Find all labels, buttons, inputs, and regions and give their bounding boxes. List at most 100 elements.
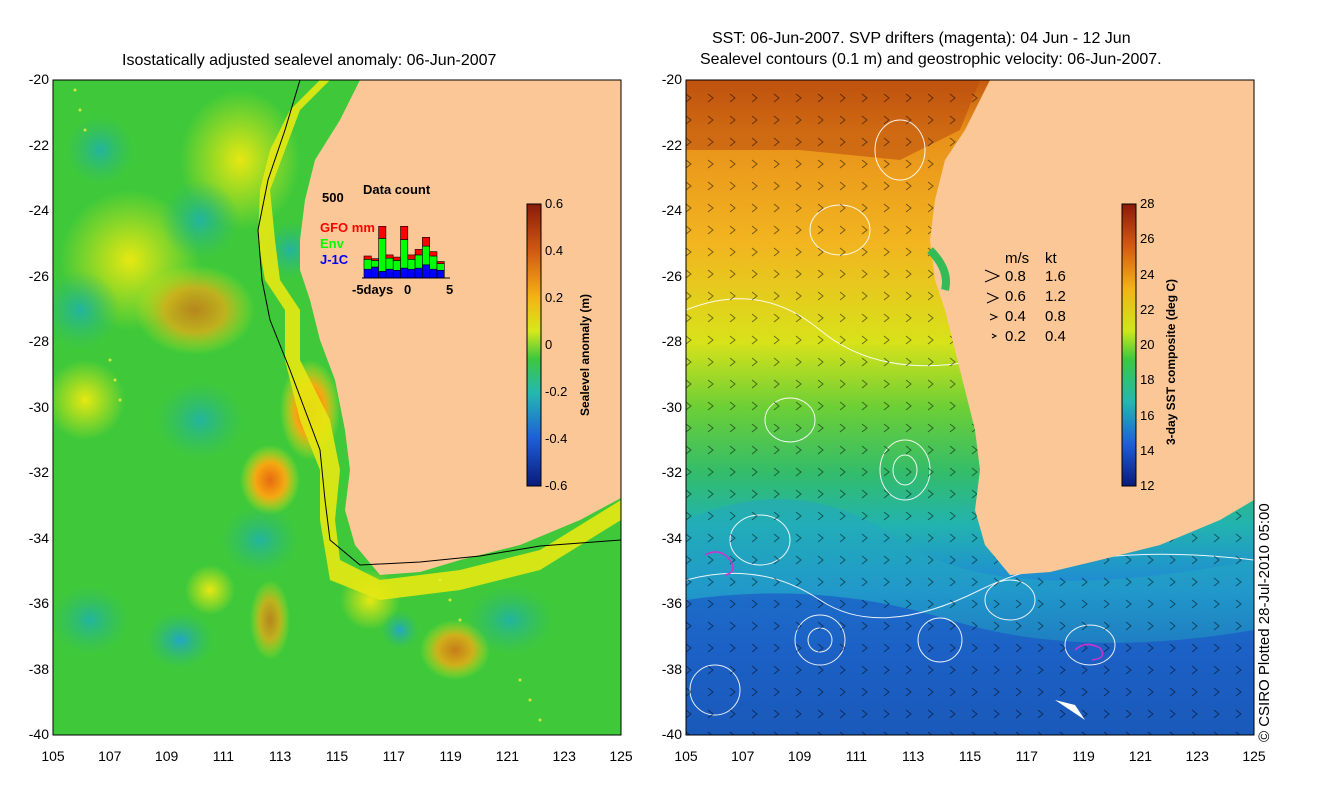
velocity-legend-ms-value: 0.4 — [1005, 308, 1026, 325]
velocity-legend-arrows — [984, 269, 1001, 339]
inset-bar-env — [370, 260, 379, 268]
colorbar-tick-label: 26 — [1140, 231, 1155, 247]
inset-legend-gfo-mm: GFO mm — [320, 220, 375, 235]
colorbar-tick-label: -0.2 — [545, 384, 568, 399]
australia-land-left — [300, 80, 621, 575]
inset-x-label: 5 — [446, 282, 454, 297]
y-tick-label: -30 — [661, 398, 682, 415]
y-tick-label: -32 — [28, 464, 49, 480]
x-tick-label: 109 — [787, 748, 812, 764]
inset-bar-gfo — [378, 225, 387, 239]
velocity-legend-ms-value: 0.6 — [1005, 288, 1026, 305]
inset-bar-env — [400, 239, 409, 269]
velocity-legend-kt-value: 1.6 — [1045, 268, 1066, 285]
credit-text: © CSIRO Plotted 28-Jul-2010 05:00 — [1256, 503, 1273, 742]
x-tick-label: 107 — [731, 748, 755, 764]
inset-bar-env — [385, 257, 394, 270]
y-tick-label: -38 — [661, 660, 682, 677]
colorbar-tick-label: 22 — [1140, 301, 1155, 317]
x-tick-label: 105 — [674, 748, 698, 764]
sealevel-colorbar — [526, 203, 542, 487]
inset-bar-gfo — [385, 254, 394, 259]
x-tick-label: 117 — [382, 748, 405, 764]
inset-legend-j-1c: J-1C — [320, 252, 349, 267]
sst-field — [686, 80, 1254, 735]
inset-bar-env — [422, 245, 431, 266]
y-tick-label: -22 — [28, 136, 49, 153]
velocity-legend-kt-value: 1.2 — [1045, 288, 1066, 305]
y-tick-label: -36 — [28, 595, 49, 611]
x-tick-label: 117 — [1015, 748, 1038, 764]
x-tick-label: 119 — [439, 748, 462, 764]
y-tick-label: -34 — [661, 529, 682, 546]
left-panel-title: Isostatically adjusted sealevel anomaly:… — [122, 52, 497, 69]
y-tick-label: -22 — [661, 136, 682, 153]
x-tick-label: 111 — [845, 748, 868, 764]
x-tick-label: 109 — [154, 748, 179, 764]
velocity-legend-ms-header: m/s — [1005, 250, 1030, 267]
colorbar-tick-label: 0.6 — [545, 196, 564, 211]
inset-bar-env — [363, 259, 372, 270]
y-tick-label: -28 — [661, 333, 682, 349]
inset-bar-gfo — [407, 254, 416, 260]
y-tick-label: -30 — [28, 398, 49, 415]
velocity-legend-kt-value: 0.8 — [1045, 308, 1066, 325]
y-tick-label: -24 — [661, 202, 682, 218]
colorbar-tick-label: 0 — [545, 337, 553, 352]
x-tick-label: 121 — [495, 748, 520, 764]
velocity-legend-ms-value: 0.2 — [1005, 328, 1026, 345]
colorbar-tick-label: 16 — [1140, 407, 1155, 423]
y-tick-label: -20 — [28, 71, 49, 87]
y-tick-label: -28 — [28, 333, 49, 349]
y-tick-label: -36 — [661, 595, 682, 611]
y-tick-label: -20 — [661, 71, 682, 87]
colorbar-tick-label: 20 — [1140, 337, 1155, 352]
colorbar-tick-label: 14 — [1140, 442, 1155, 458]
sst-colorbar — [1121, 203, 1137, 487]
inset-bar-env — [407, 259, 416, 270]
inset-bar-env — [392, 260, 401, 271]
sst-colorbar-label: 3-day SST composite (deg C) — [1164, 278, 1178, 445]
x-tick-label: 113 — [902, 748, 925, 764]
inset-x-label: 0 — [404, 282, 412, 297]
inset-bar-gfo — [414, 249, 423, 256]
inset-bar-gfo — [422, 236, 431, 247]
inset-bar-env — [378, 238, 387, 272]
inset-bar-j1c — [422, 264, 431, 279]
inset-bar-j1c — [400, 267, 409, 279]
x-tick-label: 125 — [1242, 748, 1266, 764]
inset-bar-env — [429, 255, 438, 270]
velocity-legend-kt-value: 0.4 — [1045, 328, 1066, 345]
inset-bar-j1c — [363, 268, 372, 279]
y-tick-label: -38 — [28, 660, 49, 677]
colorbar-tick-label: 12 — [1140, 478, 1155, 493]
x-tick-label: 119 — [1072, 748, 1095, 764]
inset-bar-env — [414, 254, 423, 269]
data-count-inset: Data count 500 GFO mm Env J-1C -5days 0 5 — [318, 182, 458, 302]
x-tick-label: 107 — [98, 748, 122, 764]
inset-bars — [362, 225, 450, 279]
velocity-legend-ms-value: 0.8 — [1005, 268, 1026, 285]
x-tick-label: 123 — [552, 748, 576, 764]
inset-bar-j1c — [407, 268, 416, 279]
right-panel-title-line1: SST: 06-Jun-2007. SVP drifters (magenta)… — [712, 30, 1131, 47]
velocity-legend-kt-header: kt — [1045, 250, 1057, 267]
x-tick-label: 123 — [1185, 748, 1209, 764]
colorbar-tick-label: -0.6 — [545, 478, 568, 493]
colorbar-tick-label: 0.4 — [545, 243, 564, 258]
colorbar-tick-label: 28 — [1140, 196, 1155, 211]
x-tick-label: 113 — [269, 748, 292, 764]
colorbar-tick-label: 18 — [1140, 372, 1155, 388]
y-tick-label: -40 — [661, 726, 682, 742]
inset-bar-gfo — [400, 225, 409, 240]
x-tick-label: 115 — [958, 748, 982, 764]
right-panel-title-line2: Sealevel contours (0.1 m) and geostrophi… — [700, 51, 1162, 68]
y-tick-label: -34 — [28, 529, 49, 546]
y-tick-label: -40 — [28, 726, 49, 742]
inset-bar-j1c — [414, 267, 423, 279]
inset-bar-j1c — [370, 266, 379, 279]
inset-bar-j1c — [385, 268, 394, 279]
inset-legend-env: Env — [320, 236, 344, 251]
y-tick-label: -26 — [28, 267, 49, 284]
